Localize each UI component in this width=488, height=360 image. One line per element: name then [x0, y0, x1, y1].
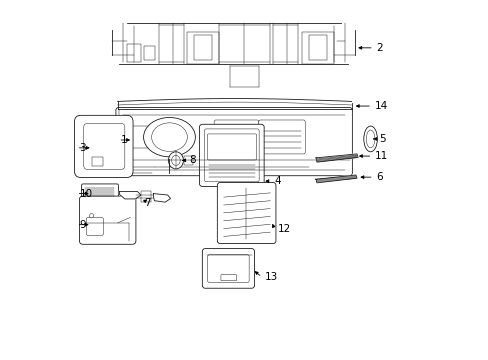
Text: 5: 5: [379, 134, 386, 144]
FancyBboxPatch shape: [116, 108, 352, 176]
Bar: [92, 157, 102, 166]
FancyBboxPatch shape: [217, 183, 275, 244]
Text: 13: 13: [264, 272, 278, 282]
Bar: [187, 32, 219, 64]
Bar: [141, 192, 151, 202]
Polygon shape: [315, 175, 356, 183]
FancyBboxPatch shape: [207, 134, 256, 160]
FancyBboxPatch shape: [199, 124, 264, 186]
Text: 6: 6: [376, 172, 383, 182]
Text: 10: 10: [80, 189, 92, 199]
Text: 12: 12: [277, 224, 290, 234]
Text: 4: 4: [274, 176, 280, 186]
Text: 9: 9: [80, 220, 86, 230]
Ellipse shape: [366, 130, 374, 148]
Text: 7: 7: [144, 198, 151, 208]
Polygon shape: [315, 154, 357, 162]
FancyBboxPatch shape: [74, 115, 133, 177]
Ellipse shape: [168, 152, 183, 169]
Text: 11: 11: [374, 151, 387, 161]
FancyBboxPatch shape: [81, 184, 118, 201]
FancyBboxPatch shape: [221, 275, 236, 281]
Ellipse shape: [143, 117, 195, 157]
Polygon shape: [153, 194, 170, 202]
Bar: [194, 35, 212, 60]
FancyBboxPatch shape: [207, 255, 248, 283]
Text: 14: 14: [374, 101, 387, 111]
Bar: [301, 32, 333, 64]
Text: 8: 8: [189, 156, 195, 165]
Bar: [308, 35, 326, 60]
FancyBboxPatch shape: [83, 123, 124, 169]
FancyBboxPatch shape: [80, 196, 136, 244]
Polygon shape: [119, 192, 141, 199]
Text: 1: 1: [121, 135, 128, 145]
Text: 2: 2: [376, 43, 383, 53]
Bar: [184, 156, 193, 165]
Ellipse shape: [151, 123, 187, 152]
Bar: [126, 44, 141, 62]
FancyBboxPatch shape: [86, 217, 103, 235]
Ellipse shape: [89, 213, 94, 218]
FancyBboxPatch shape: [204, 129, 259, 182]
FancyBboxPatch shape: [214, 120, 258, 154]
FancyBboxPatch shape: [258, 120, 305, 154]
Bar: [144, 46, 155, 60]
Ellipse shape: [363, 126, 377, 152]
Text: 3: 3: [80, 143, 86, 153]
Ellipse shape: [171, 156, 180, 165]
FancyBboxPatch shape: [202, 249, 254, 288]
